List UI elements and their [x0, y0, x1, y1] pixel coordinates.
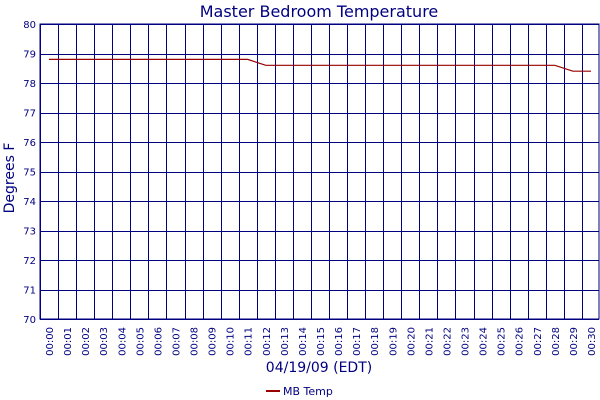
- series-line-mb-temp: [49, 58, 591, 72]
- x-tick-label: 00:15: [316, 327, 327, 356]
- x-tick-label: 00:29: [569, 327, 580, 356]
- series-layer: [49, 58, 591, 72]
- plot-frame: [39, 23, 600, 320]
- y-tick-label: 70: [23, 315, 36, 326]
- x-axis-label: 04/19/09 (EDT): [266, 360, 372, 376]
- y-axis-ticks: 70 71 72 73 74 75 76 77 78 79 80: [23, 20, 36, 326]
- x-tick-label: 00:27: [533, 327, 544, 356]
- y-tick-label: 74: [23, 197, 36, 208]
- x-tick-label: 00:24: [479, 327, 490, 356]
- y-tick-label: 76: [23, 138, 36, 149]
- x-tick-label: 00:26: [515, 327, 526, 356]
- x-tick-label: 00:17: [352, 327, 363, 356]
- x-tick-label: 00:30: [587, 327, 598, 356]
- x-tick-label: 00:20: [406, 327, 417, 356]
- y-tick-label: 77: [23, 109, 36, 120]
- y-tick-label: 80: [23, 20, 36, 31]
- x-tick-label: 00:03: [99, 327, 110, 356]
- x-tick-label: 00:02: [81, 327, 92, 356]
- x-tick-label: 00:05: [135, 327, 146, 356]
- x-tick-label: 00:01: [63, 327, 74, 356]
- x-tick-label: 00:19: [388, 327, 399, 356]
- x-tick-label: 00:00: [45, 327, 56, 356]
- x-tick-label: 00:18: [370, 327, 381, 356]
- y-axis-label: Degrees F: [2, 143, 18, 214]
- y-tick-label: 79: [23, 50, 36, 61]
- grid: [39, 23, 600, 320]
- x-tick-label: 00:10: [226, 327, 237, 356]
- x-tick-label: 00:07: [171, 327, 182, 356]
- y-tick-label: 72: [23, 256, 36, 267]
- x-tick-label: 00:04: [117, 327, 128, 356]
- x-tick-label: 00:09: [208, 327, 219, 356]
- x-tick-label: 00:25: [497, 327, 508, 356]
- x-tick-label: 00:21: [424, 327, 435, 356]
- x-axis-ticks: 00:00 00:01 00:02 00:03 00:04 00:05 00:06 00:07…: [45, 327, 598, 356]
- y-tick-label: 73: [23, 227, 36, 238]
- legend-label-mb-temp: MB Temp: [283, 385, 333, 398]
- x-tick-label: 00:28: [551, 327, 562, 356]
- x-tick-label: 00:22: [442, 327, 453, 356]
- y-tick-label: 78: [23, 79, 36, 90]
- x-tick-label: 00:23: [461, 327, 472, 356]
- x-tick-label: 00:08: [190, 327, 201, 356]
- y-tick-label: 75: [23, 168, 36, 179]
- x-tick-label: 00:16: [334, 327, 345, 356]
- x-tick-label: 00:14: [298, 327, 309, 356]
- legend: MB Temp: [266, 385, 333, 398]
- x-tick-label: 00:06: [153, 327, 164, 356]
- y-tick-label: 71: [23, 286, 36, 297]
- chart-title: Master Bedroom Temperature: [200, 2, 439, 21]
- x-tick-label: 00:13: [280, 327, 291, 356]
- x-tick-label: 00:11: [244, 327, 255, 356]
- x-tick-label: 00:12: [262, 327, 273, 356]
